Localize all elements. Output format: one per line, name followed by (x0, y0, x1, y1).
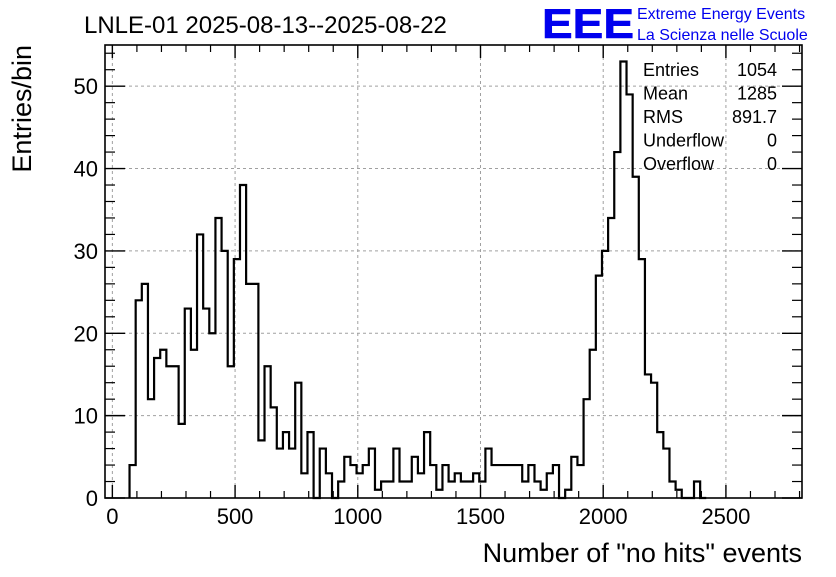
stats-label: Underflow (643, 131, 725, 151)
histogram-line (128, 60, 707, 500)
x-tick-label: 0 (106, 504, 118, 529)
x-tick-label: 2000 (579, 504, 628, 529)
stats-value: 0 (767, 154, 777, 174)
stats-label: Mean (643, 84, 688, 104)
axis-ticks (105, 45, 802, 499)
y-tick-label: 50 (74, 74, 98, 99)
stats-value: 1285 (737, 84, 777, 104)
x-axis-title: Number of "no hits" events (483, 538, 802, 568)
stats-label: Entries (643, 60, 699, 80)
y-tick-labels: 0 10 20 30 40 50 (74, 74, 98, 511)
eee-logo: EEE Extreme Energy Events La Scienza nel… (542, 0, 808, 47)
chart-title: LNLE-01 2025-08-13--2025-08-22 (84, 12, 447, 39)
x-tick-labels: 0 500 1000 1500 2000 2500 (106, 504, 750, 529)
logo-line-2: La Scienza nelle Scuole (637, 27, 808, 44)
x-tick-label: 1000 (333, 504, 382, 529)
logo-mark: EEE (542, 0, 634, 47)
x-tick-label: 1500 (456, 504, 505, 529)
y-axis-title: Entries/bin (7, 45, 37, 173)
plot-frame (104, 44, 803, 499)
stats-label: Overflow (643, 154, 715, 174)
y-tick-label: 20 (74, 321, 98, 346)
x-tick-label: 2500 (701, 504, 750, 529)
y-tick-label: 10 (74, 404, 98, 429)
stats-label: RMS (643, 107, 683, 127)
logo-line-1: Extreme Energy Events (637, 6, 805, 23)
stats-value: 891.7 (732, 107, 777, 127)
y-tick-label: 0 (86, 486, 98, 511)
y-tick-label: 30 (74, 239, 98, 264)
x-tick-label: 500 (217, 504, 254, 529)
y-tick-label: 40 (74, 157, 98, 182)
stats-value: 1054 (737, 60, 777, 80)
stats-value: 0 (767, 131, 777, 151)
stats-box: Entries 1054 Mean 1285 RMS 891.7 Underflow 0 Ove… (643, 60, 777, 174)
